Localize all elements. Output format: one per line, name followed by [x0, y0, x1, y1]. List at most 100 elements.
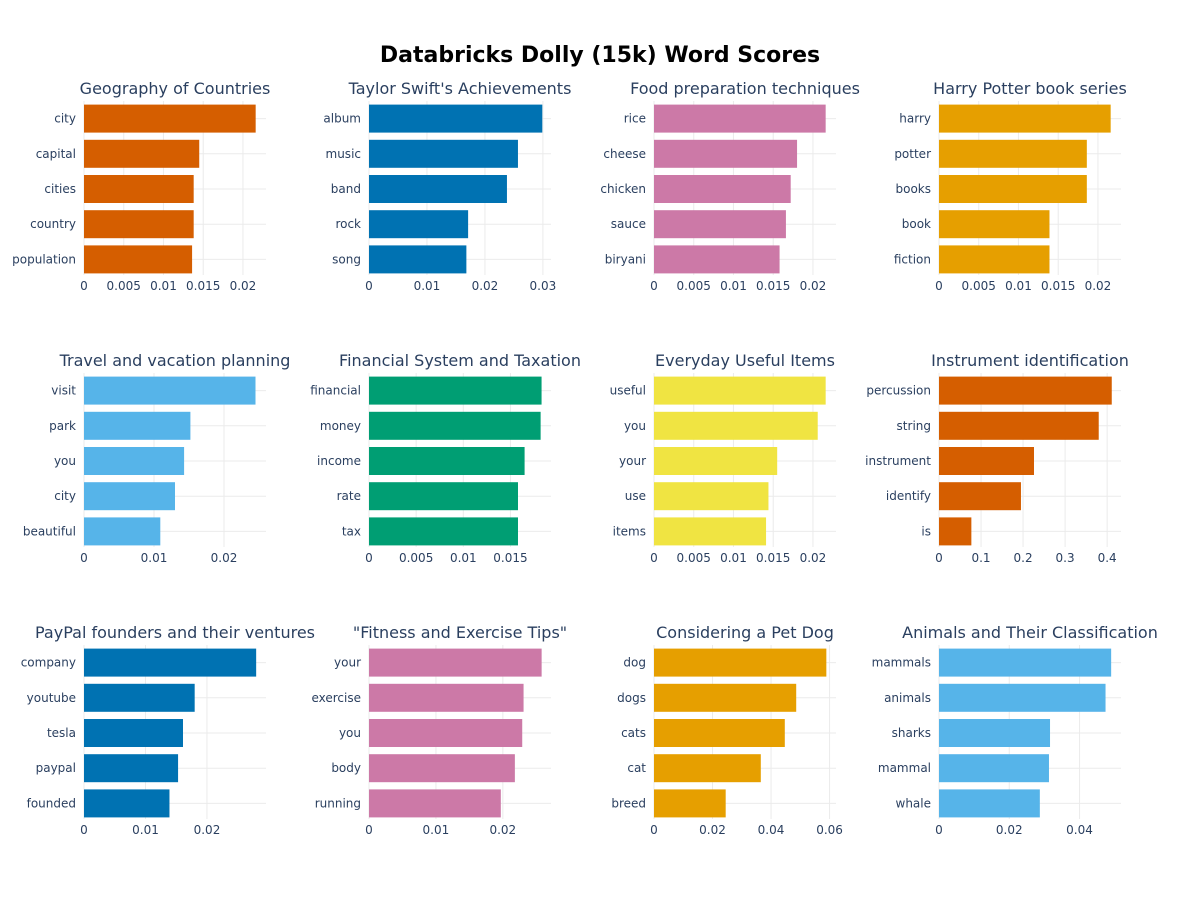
bar-animals[interactable] — [939, 683, 1106, 712]
bar-useful[interactable] — [654, 376, 826, 405]
bar-music[interactable] — [369, 139, 518, 168]
x-tick-label: 0.04 — [758, 823, 785, 837]
x-tick-label: 0.02 — [1085, 279, 1112, 293]
y-tick-label: youtube — [27, 691, 76, 705]
bar-population[interactable] — [84, 245, 193, 274]
subplot-1: 0 0.005 0.01 0.015 0.02 city capital cities coun… — [12, 79, 270, 293]
bar-visit[interactable] — [84, 376, 256, 405]
bar-books[interactable] — [939, 175, 1087, 203]
bar-book[interactable] — [939, 210, 1050, 239]
y-tick-label: your — [334, 656, 361, 670]
x-tick-label: 0 — [80, 823, 88, 837]
bar-company[interactable] — [84, 648, 257, 677]
x-tick-label: 0.4 — [1098, 551, 1117, 565]
y-tick-label: song — [332, 252, 361, 266]
bar-your[interactable] — [369, 648, 542, 677]
bar-paypal[interactable] — [84, 754, 179, 783]
bar-rate[interactable] — [369, 482, 518, 511]
bar-capital[interactable] — [84, 139, 200, 168]
bar-tax[interactable] — [369, 517, 518, 546]
bar-song[interactable] — [369, 245, 467, 274]
bar-sharks[interactable] — [939, 719, 1051, 747]
x-tick-label: 0 — [650, 279, 658, 293]
x-tick-label: 0.1 — [971, 551, 990, 565]
y-tick-label: music — [326, 147, 361, 161]
bar-city[interactable] — [84, 482, 175, 511]
y-tick-label: park — [49, 419, 76, 433]
bar-band[interactable] — [369, 175, 507, 203]
subplot-title: Financial System and Taxation — [339, 351, 581, 370]
y-tick-label: exercise — [311, 691, 361, 705]
bar-is[interactable] — [939, 517, 972, 546]
bar-founded[interactable] — [84, 789, 170, 818]
x-tick-label: 0.015 — [186, 279, 220, 293]
bar-items[interactable] — [654, 517, 767, 546]
bar-harry[interactable] — [939, 104, 1111, 133]
bar-money[interactable] — [369, 411, 541, 440]
y-tick-label: city — [54, 112, 76, 126]
y-tick-label: rate — [337, 489, 361, 503]
bar-running[interactable] — [369, 789, 501, 818]
x-tick-label: 0.02 — [800, 279, 827, 293]
y-tick-label: potter — [894, 147, 931, 161]
bar-exercise[interactable] — [369, 683, 524, 712]
bar-your[interactable] — [654, 447, 778, 475]
bar-rice[interactable] — [654, 104, 826, 133]
x-tick-label: 0 — [935, 551, 943, 565]
bar-rock[interactable] — [369, 210, 469, 239]
bar-identify[interactable] — [939, 482, 1021, 511]
x-tick-label: 0 — [80, 279, 88, 293]
x-tick-label: 0.02 — [472, 279, 499, 293]
bar-dogs[interactable] — [654, 683, 797, 712]
bar-dog[interactable] — [654, 648, 827, 677]
bar-chicken[interactable] — [654, 175, 791, 203]
bar-potter[interactable] — [939, 139, 1087, 168]
y-tick-label: population — [12, 252, 76, 266]
y-tick-label: cat — [627, 761, 646, 775]
x-tick-label: 0.02 — [800, 551, 827, 565]
bar-cheese[interactable] — [654, 139, 798, 168]
x-tick-label: 0 — [80, 551, 88, 565]
bar-tesla[interactable] — [84, 719, 183, 747]
bar-cat[interactable] — [654, 754, 761, 783]
y-tick-label: whale — [896, 796, 932, 810]
subplot-title: Considering a Pet Dog — [656, 623, 834, 642]
bar-body[interactable] — [369, 754, 515, 783]
bar-breed[interactable] — [654, 789, 726, 818]
bar-cats[interactable] — [654, 719, 785, 747]
bar-cities[interactable] — [84, 175, 194, 203]
bar-you[interactable] — [369, 719, 523, 747]
bar-sauce[interactable] — [654, 210, 786, 239]
y-tick-label: visit — [51, 384, 76, 398]
subplot-title: Food preparation techniques — [630, 79, 860, 98]
bar-park[interactable] — [84, 411, 191, 440]
y-tick-label: cities — [44, 182, 76, 196]
bar-you[interactable] — [84, 447, 185, 475]
bar-financial[interactable] — [369, 376, 542, 405]
bar-album[interactable] — [369, 104, 543, 133]
y-tick-label: country — [30, 217, 76, 231]
bar-beautiful[interactable] — [84, 517, 161, 546]
x-tick-label: 0.01 — [414, 279, 441, 293]
bar-mammal[interactable] — [939, 754, 1049, 783]
bar-percussion[interactable] — [939, 376, 1112, 405]
bar-you[interactable] — [654, 411, 818, 440]
bar-whale[interactable] — [939, 789, 1040, 818]
bar-city[interactable] — [84, 104, 256, 133]
x-tick-label: 0.02 — [699, 823, 726, 837]
bar-use[interactable] — [654, 482, 769, 511]
bar-income[interactable] — [369, 447, 525, 475]
y-tick-label: your — [619, 454, 646, 468]
x-tick-label: 0.02 — [211, 551, 238, 565]
bar-biryani[interactable] — [654, 245, 780, 274]
y-tick-label: financial — [310, 384, 361, 398]
bar-instrument[interactable] — [939, 447, 1034, 475]
bar-fiction[interactable] — [939, 245, 1050, 274]
bar-string[interactable] — [939, 411, 1099, 440]
bar-mammals[interactable] — [939, 648, 1112, 677]
x-tick-label: 0.01 — [141, 551, 168, 565]
bar-youtube[interactable] — [84, 683, 195, 712]
bar-country[interactable] — [84, 210, 194, 239]
y-tick-label: string — [897, 419, 931, 433]
y-tick-label: items — [613, 524, 646, 538]
